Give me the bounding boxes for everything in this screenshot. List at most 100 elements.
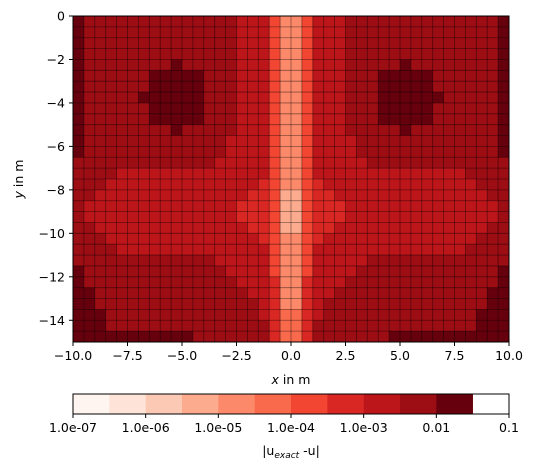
contour-cell	[214, 244, 226, 256]
contour-cell	[476, 200, 488, 212]
contour-cell	[105, 135, 117, 147]
contour-cell	[225, 113, 237, 126]
contour-cell	[160, 16, 172, 28]
y-tick-label: −10	[39, 226, 65, 241]
contour-cell	[171, 59, 183, 71]
contour-cell	[312, 113, 325, 126]
contour-cell	[476, 179, 488, 191]
contour-cell	[301, 124, 314, 136]
contour-cell	[465, 113, 477, 126]
contour-cell	[389, 200, 401, 212]
contour-cell	[498, 70, 509, 82]
contour-cell	[421, 37, 434, 49]
contour-cell	[323, 189, 335, 202]
contour-cell	[443, 146, 455, 158]
contour-cell	[236, 26, 248, 39]
contour-cell	[83, 48, 96, 60]
contour-cell	[247, 168, 259, 180]
contour-cell	[127, 157, 139, 169]
contour-cell	[334, 124, 346, 136]
contour-cell	[225, 59, 237, 71]
contour-cell	[443, 265, 455, 278]
contour-cell	[301, 276, 314, 289]
contour-cell	[378, 222, 390, 234]
contour-cell	[487, 113, 499, 126]
contour-cell	[236, 37, 248, 49]
contour-cell	[454, 244, 466, 256]
contour-cell	[345, 102, 357, 115]
contour-cell	[73, 26, 85, 39]
contour-cell	[94, 70, 107, 82]
contour-cell	[334, 16, 346, 28]
contour-cell	[94, 200, 107, 212]
contour-cell	[498, 320, 509, 332]
contour-cell	[345, 255, 357, 267]
contour-cell	[421, 244, 434, 256]
contour-cell	[269, 244, 281, 256]
contour-cell	[334, 37, 346, 49]
contour-cell	[247, 233, 259, 245]
contour-cell	[258, 135, 270, 147]
contour-cell	[465, 298, 477, 310]
contour-cell	[487, 233, 499, 245]
contour-cell	[269, 102, 281, 115]
contour-cell	[443, 189, 455, 202]
contour-cell	[410, 255, 423, 267]
contour-cell	[192, 179, 205, 191]
contour-cell	[203, 200, 216, 212]
contour-cell	[280, 331, 292, 342]
contour-cell	[476, 146, 488, 158]
contour-cell	[225, 168, 237, 180]
contour-cell	[138, 179, 150, 191]
contour-cell	[116, 211, 128, 223]
contour-cell	[410, 168, 423, 180]
contour-cell	[203, 26, 216, 39]
contour-cell	[454, 200, 466, 212]
contour-cell	[116, 26, 128, 39]
contour-cell	[432, 189, 444, 202]
contour-cell	[280, 287, 292, 299]
colorbar-tick-label: 1.0e-06	[122, 420, 170, 435]
contour-cell	[236, 255, 248, 267]
contour-cell	[269, 135, 281, 147]
contour-cell	[247, 287, 259, 299]
contour-cell	[443, 157, 455, 169]
contour-cell	[487, 244, 499, 256]
contour-cell	[171, 48, 183, 60]
contour-cell	[291, 298, 303, 310]
contour-cell	[356, 146, 368, 158]
contour-cell	[421, 48, 434, 60]
contour-cell	[410, 179, 423, 191]
contour-cell	[160, 113, 172, 126]
y-axis: 0 −2 −4 −6 −8 −10 −12 −14	[39, 9, 73, 328]
contour-cell	[410, 320, 423, 332]
contour-cell	[400, 146, 412, 158]
contour-cell	[182, 157, 194, 169]
contour-cell	[410, 26, 423, 39]
contour-cell	[94, 16, 107, 28]
contour-cell	[214, 16, 226, 28]
contour-cell	[160, 265, 172, 278]
contour-cell	[432, 113, 444, 126]
contour-cell	[236, 102, 248, 115]
contour-cell	[312, 59, 325, 71]
contour-cell	[410, 102, 423, 115]
contour-cell	[454, 179, 466, 191]
contour-cell	[334, 331, 346, 342]
contour-cell	[94, 135, 107, 147]
contour-cell	[465, 168, 477, 180]
contour-cell	[378, 48, 390, 60]
contour-cell	[116, 102, 128, 115]
contour-cell	[127, 211, 139, 223]
contour-cell	[73, 48, 85, 60]
contour-cell	[421, 189, 434, 202]
contour-cell	[83, 189, 96, 202]
contour-cell	[356, 16, 368, 28]
contour-cell	[356, 211, 368, 223]
contour-cell	[83, 26, 96, 39]
contour-cell	[138, 16, 150, 28]
x-tick-label: 5.0	[390, 348, 410, 363]
contour-cell	[225, 276, 237, 289]
contour-cell	[171, 124, 183, 136]
contour-cell	[73, 211, 85, 223]
